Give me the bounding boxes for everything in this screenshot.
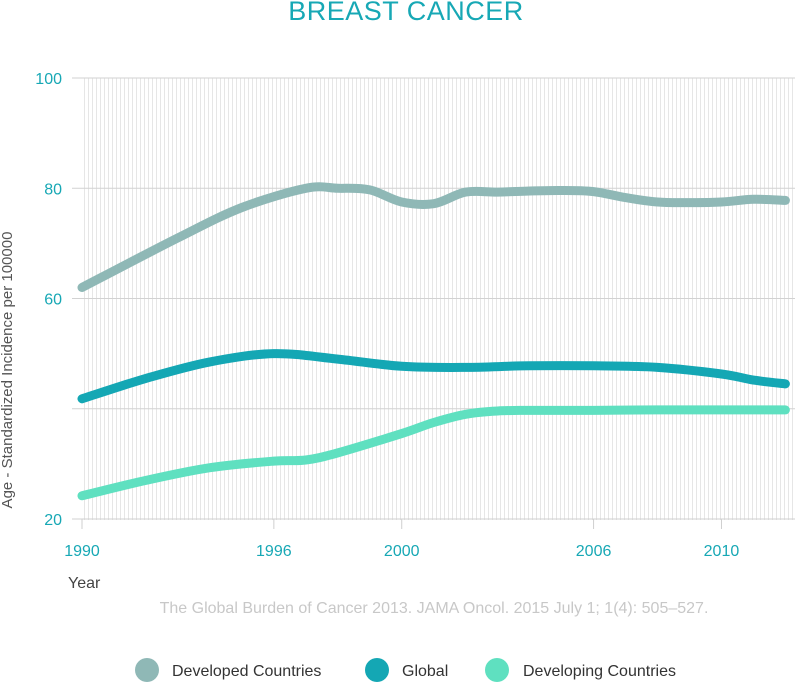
series-layer bbox=[77, 182, 790, 501]
x-tick-label: 1996 bbox=[256, 543, 292, 560]
chart-title: BREAST CANCER bbox=[288, 0, 524, 26]
legend-item-global: Global bbox=[365, 658, 448, 682]
y-tick-label: 80 bbox=[44, 181, 62, 198]
gridlines bbox=[72, 77, 795, 520]
y-tick-label: 20 bbox=[44, 512, 62, 529]
x-tick-label: 1990 bbox=[64, 543, 100, 560]
legend-swatch-developed bbox=[135, 658, 159, 682]
y-axis-ticks: 100 80 60 20 bbox=[35, 71, 62, 529]
source-citation: The Global Burden of Cancer 2013. JAMA O… bbox=[160, 600, 709, 617]
x-tick-label: 2010 bbox=[704, 543, 740, 560]
legend-label-developed: Developed Countries bbox=[172, 663, 321, 680]
y-axis-label: Age - Standardized Incidence per 100000 bbox=[0, 232, 16, 509]
legend-label-global: Global bbox=[402, 663, 448, 680]
legend-label-developing: Developing Countries bbox=[523, 663, 676, 680]
legend-swatch-global bbox=[365, 658, 389, 682]
x-tick-label: 2006 bbox=[576, 543, 612, 560]
x-tick-label: 2000 bbox=[384, 543, 420, 560]
y-tick-label: 60 bbox=[44, 292, 62, 309]
series-line-global bbox=[77, 349, 790, 404]
legend: Developed Countries Global Developing Co… bbox=[135, 658, 676, 682]
legend-swatch-developing bbox=[485, 658, 509, 682]
x-axis-label: Year bbox=[68, 575, 101, 592]
series-line-developing-countries bbox=[77, 405, 790, 501]
series-line-developed-countries bbox=[77, 182, 790, 292]
legend-item-developed: Developed Countries bbox=[135, 658, 321, 682]
y-tick-label: 100 bbox=[35, 71, 62, 88]
legend-item-developing: Developing Countries bbox=[485, 658, 676, 682]
x-axis-ticks: 1990 1996 2000 2006 2010 bbox=[64, 519, 739, 560]
